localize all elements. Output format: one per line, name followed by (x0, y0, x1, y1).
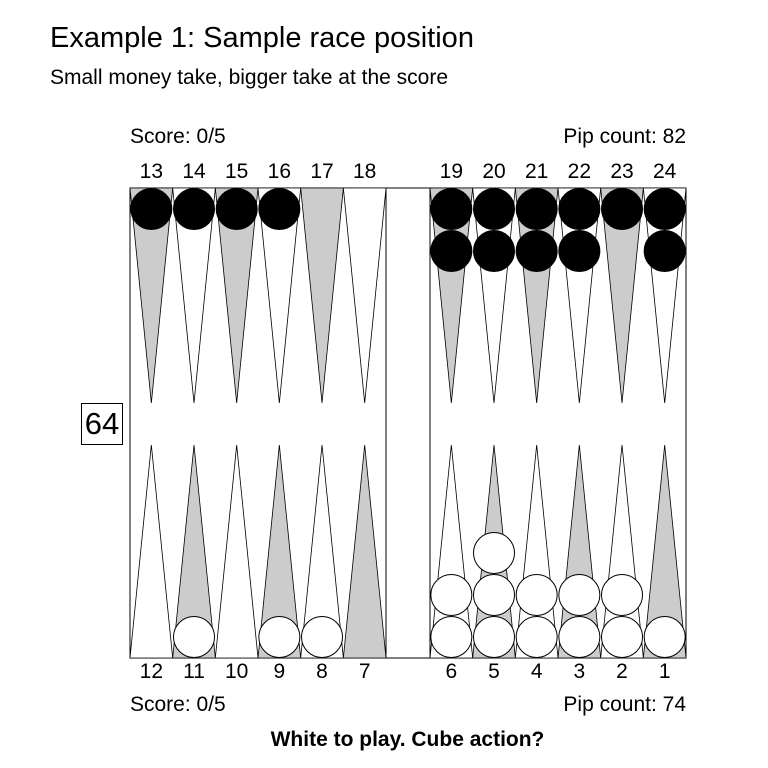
white-checker (643, 616, 686, 658)
black-checker (515, 188, 558, 230)
black-checker (258, 188, 301, 230)
point-label-15: 15 (224, 160, 249, 183)
point-13 (129, 187, 174, 404)
point-label-23: 23 (610, 160, 634, 183)
white-checker (473, 574, 516, 616)
white-checker (473, 616, 516, 658)
point-label-14: 14 (182, 160, 206, 183)
point-label-1: 1 (658, 660, 671, 683)
black-checker (430, 188, 473, 230)
bottom-score: Score: 0/5 (130, 693, 226, 716)
black-checker (215, 188, 258, 230)
white-checker (558, 574, 601, 616)
point-label-3: 3 (573, 660, 586, 683)
white-checker (515, 574, 558, 616)
point-label-24: 24 (652, 160, 677, 183)
point-label-6: 6 (445, 660, 458, 683)
point-label-12: 12 (139, 660, 163, 683)
white-checker (430, 574, 473, 616)
point-label-19: 19 (439, 160, 463, 183)
point-17 (300, 187, 344, 404)
top-pip-count: Pip count: 82 (563, 125, 686, 148)
point-label-17: 17 (310, 160, 334, 183)
point-label-4: 4 (530, 660, 543, 683)
black-checker (473, 188, 516, 230)
black-checker (643, 188, 686, 230)
point-label-10: 10 (224, 660, 249, 683)
point-18 (342, 187, 387, 404)
point-7 (342, 444, 387, 659)
white-checker (473, 532, 516, 574)
black-checker (430, 230, 473, 272)
point-label-2: 2 (616, 660, 628, 683)
point-label-13: 13 (139, 160, 163, 183)
point-10 (214, 444, 259, 659)
black-checker (558, 188, 601, 230)
point-label-11: 11 (183, 660, 205, 683)
point-label-5: 5 (488, 660, 500, 683)
black-checker (558, 230, 601, 272)
doubling-cube[interactable]: 64 (81, 403, 123, 445)
point-label-18: 18 (352, 160, 377, 183)
white-checker (173, 616, 216, 658)
point-label-22: 22 (567, 160, 592, 183)
top-score: Score: 0/5 (130, 125, 226, 148)
black-checker (515, 230, 558, 272)
white-checker (430, 616, 473, 658)
white-checker (601, 574, 644, 616)
black-checker (643, 230, 686, 272)
black-checker (173, 188, 216, 230)
point-label-21: 21 (524, 160, 549, 183)
point-label-7: 7 (358, 660, 371, 683)
point-label-16: 16 (267, 160, 292, 183)
point-label-8: 8 (316, 660, 328, 683)
white-checker (258, 616, 301, 658)
black-checker (473, 230, 516, 272)
point-label-9: 9 (273, 660, 286, 683)
white-checker (601, 616, 644, 658)
position-question: White to play. Cube action? (270, 728, 545, 751)
point-12 (129, 444, 174, 659)
white-checker (558, 616, 601, 658)
black-checker (130, 188, 173, 230)
black-checker (601, 188, 644, 230)
point-label-20: 20 (482, 160, 506, 183)
white-checker (515, 616, 558, 658)
diagram-title: Example 1: Sample race position (50, 22, 474, 54)
point-15 (214, 187, 259, 404)
bottom-pip-count: Pip count: 74 (563, 693, 686, 716)
diagram-subtitle: Small money take, bigger take at the sco… (50, 66, 449, 89)
white-checker (301, 616, 344, 658)
